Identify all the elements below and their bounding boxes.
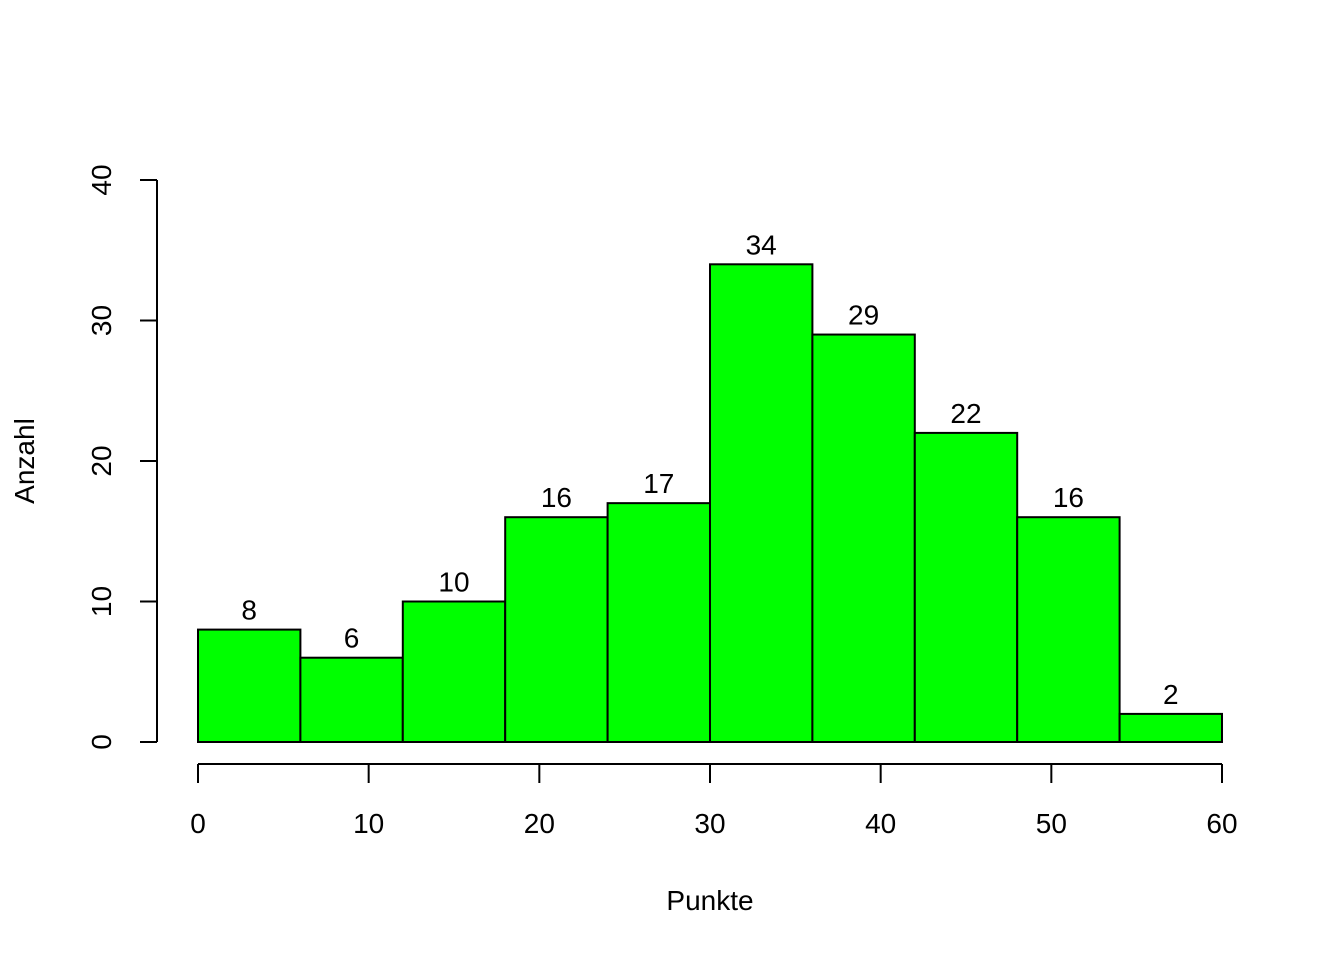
histogram-bar bbox=[504, 516, 609, 744]
bar-data-label: 22 bbox=[950, 398, 981, 429]
bar-data-label: 6 bbox=[344, 623, 360, 654]
x-tick-label: 60 bbox=[1206, 808, 1237, 839]
bar-data-label: 10 bbox=[438, 567, 469, 598]
histogram-bar bbox=[709, 263, 814, 743]
histogram-bar bbox=[197, 628, 302, 743]
bar-data-label: 16 bbox=[541, 482, 572, 513]
bar-data-label: 16 bbox=[1053, 482, 1084, 513]
histogram-bar bbox=[1016, 516, 1121, 744]
histogram-bar bbox=[606, 502, 711, 743]
bar-data-label: 29 bbox=[848, 300, 879, 331]
bar-data-label: 2 bbox=[1163, 679, 1179, 710]
x-tick-label: 0 bbox=[190, 808, 206, 839]
bar-data-label: 8 bbox=[241, 595, 257, 626]
bar-labels-layer: 8 6 10 16 17 34 29 22 16 2 bbox=[241, 229, 1178, 710]
x-tick-label: 20 bbox=[524, 808, 555, 839]
histogram-bar bbox=[401, 600, 507, 743]
x-tick-label: 30 bbox=[694, 808, 725, 839]
bar-data-label: 17 bbox=[643, 468, 674, 499]
y-tick-label: 0 bbox=[86, 734, 117, 750]
histogram-bar bbox=[811, 333, 916, 743]
x-axis: 0 10 20 30 40 50 60 bbox=[190, 763, 1238, 839]
histogram-bar bbox=[913, 431, 1019, 743]
x-tick-label: 40 bbox=[865, 808, 896, 839]
y-tick-label: 20 bbox=[86, 445, 117, 476]
y-tick-label: 10 bbox=[86, 586, 117, 617]
y-axis-title: Anzahl bbox=[9, 418, 40, 504]
y-axis: 0 10 20 30 40 bbox=[86, 164, 158, 750]
x-tick-label: 50 bbox=[1036, 808, 1067, 839]
histogram-bar bbox=[299, 656, 404, 744]
bar-data-label: 34 bbox=[746, 229, 777, 260]
histogram-bar bbox=[1118, 712, 1223, 744]
y-tick-label: 40 bbox=[86, 164, 117, 195]
bars-layer bbox=[197, 263, 1223, 744]
x-axis-title: Punkte bbox=[666, 885, 753, 916]
y-tick-label: 30 bbox=[86, 305, 117, 336]
x-tick-label: 10 bbox=[353, 808, 384, 839]
